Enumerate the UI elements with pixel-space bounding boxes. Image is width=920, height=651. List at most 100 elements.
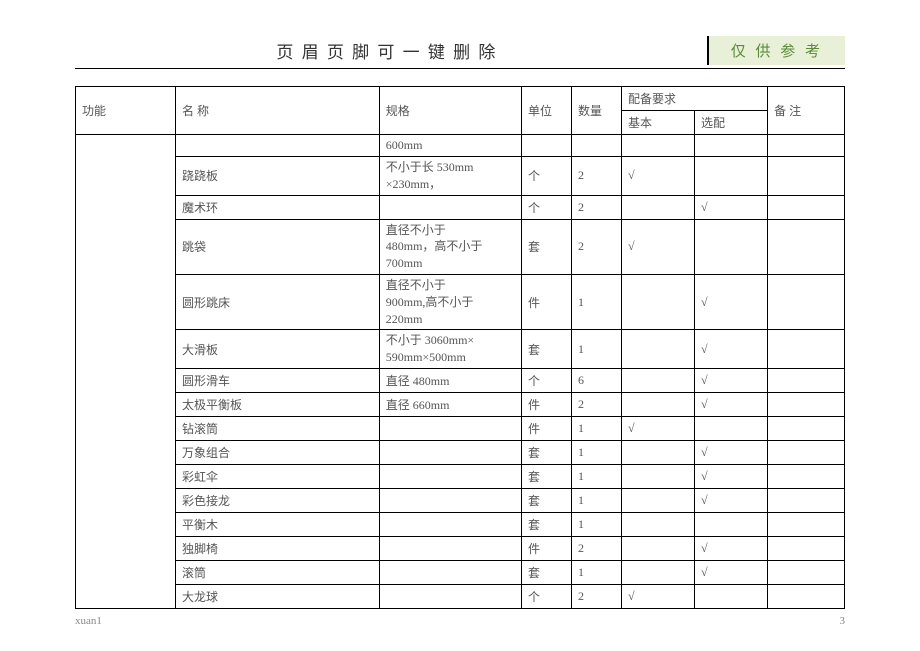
cell-qty: 2 — [571, 584, 621, 608]
cell-spec — [379, 536, 521, 560]
cell-note — [768, 368, 845, 392]
col-spec: 规格 — [379, 87, 521, 135]
header-badge: 仅 供 参 考 — [707, 36, 845, 65]
cell-unit: 套 — [522, 488, 572, 512]
table-row: 独脚椅件2√ — [76, 536, 845, 560]
table-row: 大龙球个2√ — [76, 584, 845, 608]
cell-unit: 套 — [522, 440, 572, 464]
cell-unit: 套 — [522, 512, 572, 536]
cell-opt: √ — [695, 560, 768, 584]
cell-opt: √ — [695, 274, 768, 329]
cell-unit: 件 — [522, 274, 572, 329]
cell-opt: √ — [695, 464, 768, 488]
table-row: 魔术环 个2 √ — [76, 195, 845, 219]
table-row: 大滑板不小于 3060mm×590mm×500mm套1√ — [76, 330, 845, 369]
table-row: 跷跷板不小于长 530mm×230mm，个2√ — [76, 157, 845, 196]
cell-qty: 2 — [571, 392, 621, 416]
cell-opt — [695, 219, 768, 274]
cell-name: 独脚椅 — [175, 536, 379, 560]
cell-note — [768, 488, 845, 512]
cell-qty: 1 — [571, 416, 621, 440]
col-qty: 数量 — [571, 87, 621, 135]
cell-opt: √ — [695, 368, 768, 392]
footer-left: xuan1 — [75, 615, 102, 627]
col-func: 功能 — [76, 87, 176, 135]
cell-note — [768, 135, 845, 157]
col-req: 配备要求 — [621, 87, 767, 111]
cell-qty: 2 — [571, 195, 621, 219]
cell-basic — [621, 135, 694, 157]
cell-opt — [695, 584, 768, 608]
cell-opt: √ — [695, 330, 768, 369]
cell-note — [768, 512, 845, 536]
cell-opt — [695, 416, 768, 440]
cell-spec — [379, 440, 521, 464]
cell-opt: √ — [695, 536, 768, 560]
cell-spec — [379, 584, 521, 608]
cell-qty — [571, 135, 621, 157]
cell-name: 钻滚筒 — [175, 416, 379, 440]
cell-note — [768, 584, 845, 608]
cell-name: 魔术环 — [175, 195, 379, 219]
cell-qty: 1 — [571, 512, 621, 536]
cell-unit: 套 — [522, 560, 572, 584]
table-row: 600mm — [76, 135, 845, 157]
cell-qty: 2 — [571, 157, 621, 196]
cell-basic — [621, 440, 694, 464]
cell-spec: 直径 660mm — [379, 392, 521, 416]
header-title: 页 眉 页 脚 可 一 键 删 除 — [75, 38, 699, 63]
cell-spec — [379, 416, 521, 440]
col-note: 备 注 — [768, 87, 845, 135]
cell-basic — [621, 488, 694, 512]
cell-basic — [621, 368, 694, 392]
cell-func — [76, 135, 176, 609]
table-header: 功能 名 称 规格 单位 数量 配备要求 备 注 基本 选配 — [76, 87, 845, 135]
col-unit: 单位 — [522, 87, 572, 135]
cell-unit: 件 — [522, 536, 572, 560]
col-req-basic: 基本 — [621, 111, 694, 135]
cell-unit: 个 — [522, 157, 572, 196]
cell-opt: √ — [695, 195, 768, 219]
main-table-wrapper: 功能 名 称 规格 单位 数量 配备要求 备 注 基本 选配 600mm跷跷板不… — [75, 86, 845, 609]
cell-note — [768, 274, 845, 329]
cell-note — [768, 464, 845, 488]
cell-basic — [621, 195, 694, 219]
cell-qty: 1 — [571, 464, 621, 488]
cell-unit: 个 — [522, 584, 572, 608]
cell-qty: 1 — [571, 488, 621, 512]
cell-qty: 6 — [571, 368, 621, 392]
table-body: 600mm跷跷板不小于长 530mm×230mm，个2√魔术环个2√跳袋直径不小… — [76, 135, 845, 609]
table-row: 彩虹伞套1√ — [76, 464, 845, 488]
cell-basic — [621, 512, 694, 536]
cell-name — [175, 135, 379, 157]
col-req-opt: 选配 — [695, 111, 768, 135]
cell-unit: 个 — [522, 195, 572, 219]
cell-note — [768, 330, 845, 369]
cell-basic — [621, 536, 694, 560]
cell-unit: 个 — [522, 368, 572, 392]
cell-opt: √ — [695, 488, 768, 512]
cell-qty: 1 — [571, 330, 621, 369]
cell-name: 跷跷板 — [175, 157, 379, 196]
cell-opt: √ — [695, 392, 768, 416]
cell-qty: 1 — [571, 274, 621, 329]
footer-right: 3 — [840, 615, 846, 627]
cell-opt: √ — [695, 440, 768, 464]
cell-note — [768, 219, 845, 274]
cell-qty: 1 — [571, 440, 621, 464]
cell-spec: 不小于 3060mm×590mm×500mm — [379, 330, 521, 369]
cell-name: 滚筒 — [175, 560, 379, 584]
cell-spec: 直径 480mm — [379, 368, 521, 392]
table-row: 万象组合套1√ — [76, 440, 845, 464]
cell-opt — [695, 512, 768, 536]
cell-spec: 不小于长 530mm×230mm， — [379, 157, 521, 196]
cell-opt — [695, 157, 768, 196]
table-row: 钻滚筒件1√ — [76, 416, 845, 440]
cell-name: 彩虹伞 — [175, 464, 379, 488]
cell-spec — [379, 560, 521, 584]
cell-unit: 套 — [522, 219, 572, 274]
cell-name: 跳袋 — [175, 219, 379, 274]
cell-note — [768, 440, 845, 464]
page-header: 页 眉 页 脚 可 一 键 删 除 仅 供 参 考 — [75, 36, 845, 69]
cell-basic — [621, 560, 694, 584]
